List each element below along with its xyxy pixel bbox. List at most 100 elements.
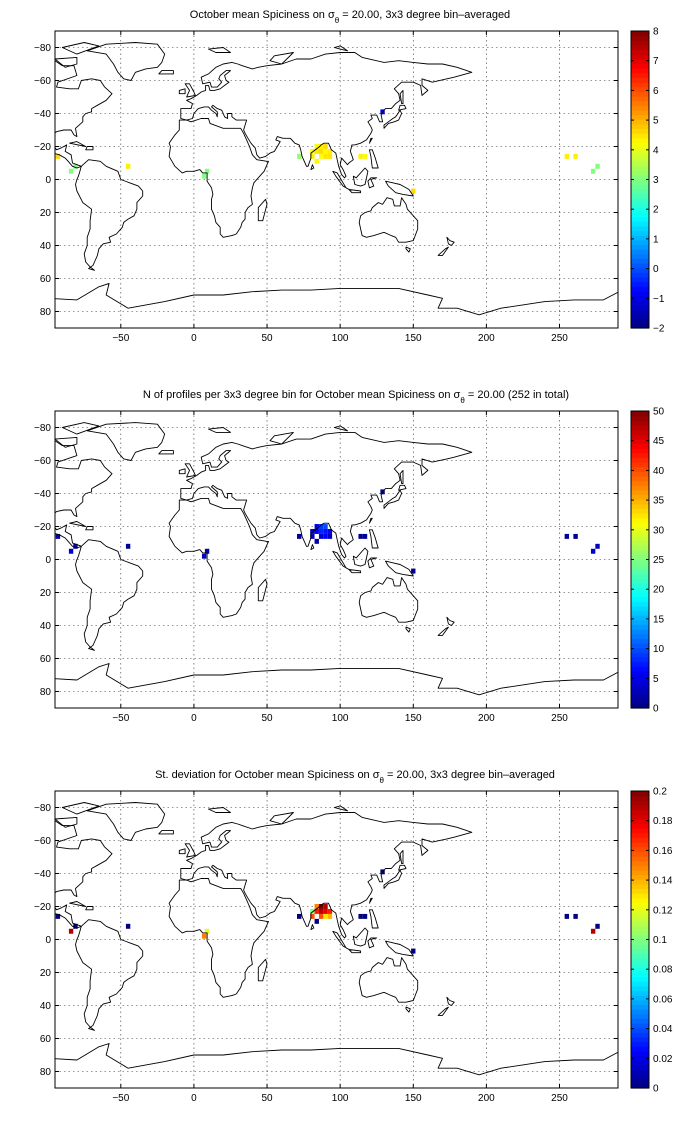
data-cell	[323, 904, 328, 909]
coastline	[18, 434, 47, 444]
colorbar-segment	[631, 638, 649, 644]
colorbar-segment	[631, 244, 649, 250]
x-tick-label: −50	[112, 713, 129, 724]
colorbar-segment	[631, 114, 649, 120]
x-tick-label: 200	[478, 1093, 495, 1104]
coastline	[168, 878, 269, 998]
data-cell	[310, 153, 315, 159]
coastline	[55, 816, 78, 828]
colorbar-tick-label: −2	[653, 324, 665, 335]
colorbar-segment	[631, 958, 649, 964]
colorbar-segment	[631, 58, 649, 65]
coastline	[69, 141, 87, 147]
coastline	[446, 236, 455, 246]
coastline	[333, 425, 348, 432]
coastline	[75, 919, 144, 1031]
colorbar-segment	[631, 258, 649, 264]
colorbar-tick-label: 20	[653, 585, 665, 596]
data-cell	[564, 153, 570, 159]
data-cell	[564, 913, 570, 919]
data-cell	[595, 163, 600, 169]
data-cell	[318, 148, 324, 154]
data-cell	[323, 913, 328, 919]
colorbar-segment	[631, 235, 649, 241]
colorbar-segment	[631, 976, 649, 982]
coastlines	[18, 422, 618, 696]
data-cell	[318, 904, 324, 909]
profile-count-panel: N of profiles per 3x3 degree bin for Oct…	[18, 389, 665, 724]
colorbar-tick-label: 40	[653, 466, 665, 477]
colorbar-segment	[631, 1069, 649, 1075]
x-tick-label: 250	[551, 1093, 568, 1104]
colorbar-segment	[631, 304, 649, 311]
data-cell	[358, 153, 363, 159]
gridlines	[55, 31, 618, 328]
colorbar-segment	[631, 684, 649, 691]
colorbar-segment	[631, 888, 649, 894]
colorbar-segment	[631, 865, 649, 871]
colorbar-segment	[631, 568, 649, 575]
colorbar-segment	[631, 1064, 649, 1071]
colorbar-segment	[631, 165, 649, 171]
colorbar-segment	[631, 193, 649, 199]
colorbar-segment	[631, 911, 649, 917]
colorbar-segment	[631, 855, 649, 862]
coastline	[18, 54, 47, 64]
colorbar-segment	[631, 934, 649, 941]
colorbar-segment	[631, 263, 649, 269]
colorbar-segment	[631, 128, 649, 134]
colorbar-segment	[631, 170, 649, 176]
colorbar-segment	[631, 1027, 649, 1033]
coastline	[55, 1043, 618, 1076]
coastline	[358, 577, 419, 623]
colorbar-segment	[631, 559, 649, 565]
colorbar-segment	[631, 179, 649, 185]
colorbar-segment	[631, 466, 649, 472]
coastline	[358, 197, 419, 243]
coastline	[269, 52, 294, 65]
colorbar-segment	[631, 851, 649, 857]
coastline	[368, 909, 379, 929]
colorbar-segment	[631, 842, 649, 848]
coastline	[168, 497, 269, 618]
coastline	[368, 137, 373, 144]
colorbar-segment	[631, 475, 649, 482]
colorbar-segment	[631, 184, 649, 190]
coastline	[158, 450, 174, 455]
colorbar-segment	[631, 694, 649, 700]
colorbar-segment	[631, 846, 649, 852]
colorbar: 0.2 0.18 0.16 0.14 0.12 0.1 0.08 0.06 0.04 0.02 0	[630, 787, 673, 1095]
data-cell	[318, 524, 324, 529]
data-cell	[411, 568, 416, 574]
x-tick-label: 50	[261, 713, 273, 724]
colorbar-segment	[631, 499, 649, 505]
colorbar-segment	[631, 944, 649, 950]
colorbar-segment	[631, 666, 649, 672]
coastline	[269, 431, 294, 445]
colorbar-tick-label: 0	[653, 1084, 659, 1095]
coastline	[405, 626, 411, 633]
data-cell	[297, 533, 302, 539]
coastline	[69, 901, 87, 907]
gridlines	[55, 411, 618, 708]
colorbar-segment	[631, 610, 649, 616]
colorbar-segment	[631, 554, 649, 561]
data-cell	[323, 524, 328, 529]
data-cell	[318, 528, 324, 534]
colorbar-segment	[631, 879, 649, 885]
coastline	[385, 940, 414, 957]
data-cell	[327, 148, 333, 154]
data-cell	[362, 533, 368, 539]
colorbar-segment	[631, 188, 649, 195]
colorbar-segment	[631, 1060, 649, 1066]
colorbar-segment	[631, 216, 649, 222]
data-cell	[297, 153, 302, 159]
coastline	[368, 529, 379, 549]
colorbar-segment	[631, 907, 649, 913]
coastline	[352, 167, 369, 187]
coastline	[398, 864, 407, 871]
colorbar-segment	[631, 661, 649, 667]
x-tick-label: 50	[261, 333, 273, 344]
colorbar-tick-label: 0.2	[653, 787, 667, 798]
colorbar-segment	[631, 985, 649, 992]
